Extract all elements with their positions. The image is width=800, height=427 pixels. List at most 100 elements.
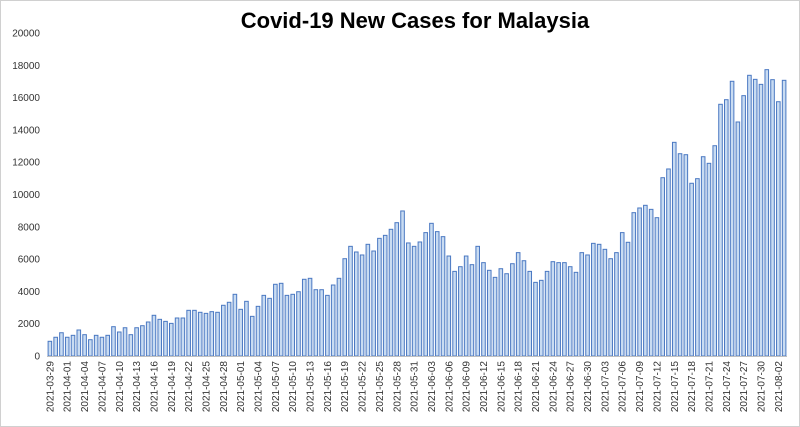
- bar-2021-05-14: [313, 289, 319, 357]
- bar-2021-05-16: [325, 294, 330, 357]
- bar-2021-04-22: [186, 309, 191, 357]
- bar-2021-04-28: [221, 304, 226, 357]
- bar-2021-05-22: [359, 254, 365, 357]
- bar-2021-06-03: [429, 222, 434, 357]
- x-axis: 2021-03-29 2021-04-01 2021-04-04 2021-04-07…: [45, 361, 784, 413]
- bar-2021-07-02: [596, 243, 602, 357]
- bar-2021-07-03: [602, 248, 608, 357]
- bar-2021-06-18: [515, 252, 521, 357]
- bar-2021-05-05: [261, 294, 267, 357]
- bar-2021-06-09: [463, 255, 469, 357]
- x-tick-label: 2021-04-19: [167, 361, 178, 413]
- bar-2021-06-11: [475, 245, 480, 357]
- bar-2021-05-09: [284, 294, 290, 357]
- x-tick-label: 2021-07-21: [704, 361, 715, 413]
- y-axis: 0 2000 4000 6000 8000 10000 12000 14000 16000 180…: [12, 29, 40, 363]
- x-tick-label: 2021-05-28: [392, 361, 403, 413]
- x-tick-label: 2021-07-27: [739, 361, 750, 413]
- x-tick-label: 2021-06-06: [444, 361, 455, 413]
- bar-2021-07-07: [625, 241, 631, 357]
- x-tick-label: 2021-04-28: [219, 361, 230, 413]
- bar-2021-07-21: [706, 162, 712, 357]
- bar-2021-04-08: [105, 334, 110, 357]
- x-tick-label: 2021-07-24: [722, 361, 733, 413]
- bar-2021-05-20: [348, 245, 353, 357]
- y-tick-label: 10000: [12, 190, 40, 201]
- bar-2021-07-06: [619, 232, 625, 357]
- bar-2021-05-10: [290, 293, 295, 357]
- bar-2021-04-30: [232, 293, 238, 357]
- x-tick-label: 2021-07-30: [756, 361, 767, 413]
- bar-2021-05-13: [307, 277, 313, 357]
- bar-2021-06-23: [544, 270, 550, 357]
- bar-2021-05-11: [296, 291, 301, 357]
- bar-2021-06-20: [527, 270, 533, 357]
- bar-2021-05-07: [273, 283, 278, 357]
- bar-2021-04-27: [215, 311, 220, 357]
- x-tick-label: 2021-04-04: [80, 361, 91, 413]
- bar-2021-06-29: [579, 252, 585, 357]
- bar-2021-07-12: [654, 217, 660, 357]
- bar-2021-04-07: [99, 336, 105, 357]
- bar-2021-03-31: [59, 332, 64, 357]
- bar-2021-05-23: [365, 243, 371, 357]
- bar-2021-04-26: [209, 311, 215, 357]
- bar-2021-05-03: [249, 315, 255, 357]
- bar-2021-06-13: [486, 269, 492, 357]
- x-tick-label: 2021-05-22: [358, 361, 369, 413]
- bar-2021-04-11: [122, 327, 128, 357]
- x-tick-label: 2021-04-25: [201, 361, 212, 413]
- bar-2021-07-28: [747, 74, 752, 357]
- bar-2021-06-15: [498, 268, 504, 357]
- x-tick-label: 2021-05-04: [254, 361, 265, 413]
- y-tick-label: 18000: [12, 61, 40, 72]
- bar-2021-04-21: [180, 317, 186, 357]
- bar-2021-06-07: [452, 270, 457, 357]
- bar-2021-07-19: [695, 178, 700, 357]
- bar-2021-04-01: [64, 336, 70, 357]
- bar-2021-06-08: [458, 266, 463, 357]
- bar-2021-07-18: [689, 182, 694, 357]
- y-tick-label: 4000: [18, 287, 41, 298]
- x-tick-label: 2021-06-03: [427, 361, 438, 413]
- bar-2021-04-14: [140, 325, 145, 357]
- x-tick-label: 2021-04-22: [184, 361, 195, 413]
- x-tick-label: 2021-07-03: [600, 361, 611, 413]
- bar-2021-04-24: [197, 311, 203, 357]
- y-tick-label: 14000: [12, 125, 40, 136]
- bar-2021-07-16: [677, 153, 683, 357]
- bar-2021-06-28: [573, 271, 579, 357]
- x-tick-label: 2021-04-07: [97, 361, 108, 413]
- x-tick-label: 2021-05-13: [306, 361, 317, 413]
- bar-2021-04-20: [174, 317, 180, 357]
- bar-2021-07-27: [741, 95, 746, 357]
- x-tick-label: 2021-05-19: [340, 361, 351, 413]
- y-tick-label: 12000: [12, 158, 40, 169]
- bar-2021-06-24: [550, 261, 556, 357]
- x-tick-label: 2021-06-09: [462, 361, 473, 413]
- y-tick-label: 2000: [18, 319, 41, 330]
- bar-2021-07-11: [648, 208, 654, 357]
- bar-2021-04-12: [128, 334, 134, 357]
- bar-2021-06-22: [539, 279, 544, 357]
- bar-2021-07-09: [637, 207, 642, 357]
- x-tick-label: 2021-04-13: [132, 361, 143, 413]
- x-tick-label: 2021-04-16: [149, 361, 160, 413]
- x-tick-label: 2021-06-18: [514, 361, 525, 413]
- bar-2021-05-04: [255, 305, 261, 357]
- bar-2021-06-16: [504, 273, 509, 357]
- bar-2021-07-14: [666, 168, 671, 357]
- bar-2021-07-17: [683, 154, 689, 357]
- x-tick-label: 2021-07-15: [670, 361, 681, 413]
- bar-2021-05-17: [330, 284, 336, 357]
- bar-2021-04-06: [93, 334, 99, 357]
- x-tick-label: 2021-06-12: [479, 361, 490, 413]
- bar-2021-05-18: [336, 277, 342, 357]
- bar-2021-05-02: [244, 300, 249, 357]
- x-tick-label: 2021-05-25: [375, 361, 386, 413]
- bar-2021-07-26: [735, 121, 741, 357]
- bar-2021-07-08: [631, 212, 637, 357]
- bar-2021-04-05: [88, 339, 93, 357]
- bar-2021-04-09: [111, 326, 116, 357]
- x-tick-label: 2021-07-12: [652, 361, 663, 413]
